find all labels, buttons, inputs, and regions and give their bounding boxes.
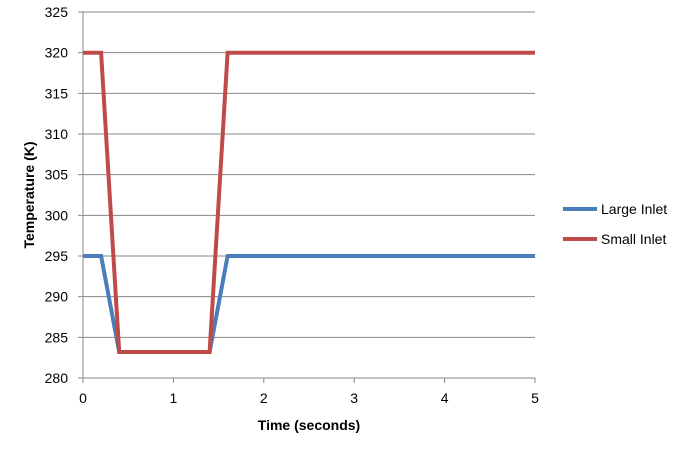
x-axis-title: Time (seconds) — [258, 417, 360, 433]
y-tick-label: 295 — [45, 248, 69, 264]
x-tick-label: 3 — [350, 390, 358, 406]
y-tick-label: 300 — [45, 207, 69, 223]
axes — [78, 11, 536, 383]
legend-label-small-inlet: Small Inlet — [601, 231, 666, 247]
y-tick-label: 280 — [45, 370, 69, 386]
x-tick-label: 2 — [260, 390, 268, 406]
series-lines — [83, 50, 535, 354]
tick-labels: 280 285 290 295 300 305 310 315 320 325 0 1 2 3 4 5 — [45, 4, 539, 406]
grid-lines — [83, 11, 535, 338]
y-axis-title: Temperature (K) — [21, 141, 37, 248]
series-line-small-inlet — [83, 50, 535, 354]
legend: Large Inlet Small Inlet — [563, 201, 667, 247]
y-tick-label: 290 — [45, 289, 69, 305]
y-tick-label: 315 — [45, 85, 69, 101]
x-tick-label: 0 — [79, 390, 87, 406]
x-tick-label: 1 — [170, 390, 178, 406]
x-tick-label: 5 — [531, 390, 539, 406]
y-tick-label: 305 — [45, 167, 69, 183]
y-tick-label: 285 — [45, 329, 69, 345]
y-tick-label: 325 — [45, 4, 69, 20]
x-tick-label: 4 — [441, 390, 449, 406]
y-tick-label: 320 — [45, 45, 69, 61]
legend-label-large-inlet: Large Inlet — [601, 201, 667, 217]
y-tick-label: 310 — [45, 126, 69, 142]
